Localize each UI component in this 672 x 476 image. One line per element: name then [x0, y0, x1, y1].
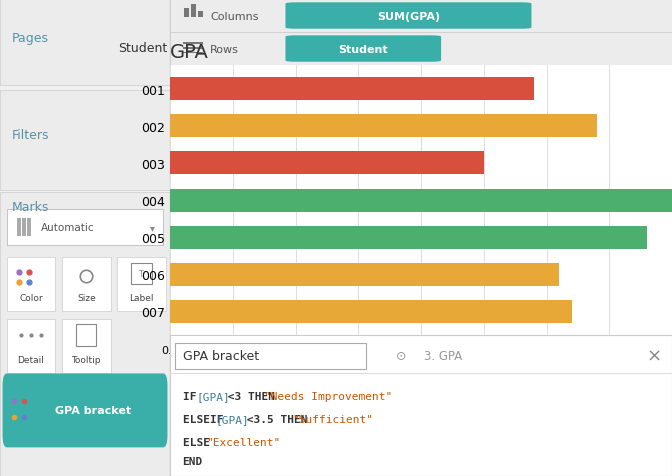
Text: Pages: Pages — [12, 32, 49, 45]
Text: "Sufficient": "Sufficient" — [292, 414, 373, 424]
Bar — [175, 344, 366, 369]
Bar — [7, 319, 55, 374]
Text: T: T — [139, 270, 144, 278]
Text: GPA bracket: GPA bracket — [56, 406, 132, 416]
FancyBboxPatch shape — [286, 3, 532, 30]
Text: [GPA]: [GPA] — [197, 392, 230, 402]
Bar — [170, 33, 672, 66]
Text: Columns: Columns — [210, 11, 259, 21]
Bar — [170, 226, 647, 249]
FancyBboxPatch shape — [3, 374, 167, 447]
Text: ELSE: ELSE — [183, 436, 216, 446]
Text: Size: Size — [77, 293, 95, 302]
Text: Filters: Filters — [12, 129, 50, 142]
Bar — [17, 218, 21, 237]
Text: SUM(GPA): SUM(GPA) — [377, 11, 440, 21]
Text: Rows: Rows — [210, 44, 239, 54]
Text: ⊙: ⊙ — [396, 349, 407, 362]
Bar — [76, 324, 97, 346]
Bar — [0, 90, 170, 190]
Bar — [191, 5, 196, 19]
Text: 3. GPA: 3. GPA — [423, 349, 462, 362]
Bar — [183, 43, 203, 45]
Bar — [183, 52, 203, 54]
Text: Marks: Marks — [12, 200, 49, 213]
Bar — [0, 193, 170, 476]
Bar — [62, 257, 110, 312]
Text: ×: × — [647, 347, 662, 365]
Bar — [170, 300, 572, 323]
Bar — [118, 257, 166, 312]
Bar — [170, 78, 534, 101]
Bar — [170, 189, 672, 212]
FancyBboxPatch shape — [286, 36, 441, 63]
Text: Student: Student — [118, 42, 167, 55]
Text: GPA: GPA — [170, 43, 209, 61]
Text: Automatic: Automatic — [41, 222, 95, 232]
Text: ▾: ▾ — [150, 222, 155, 232]
Text: "Needs Improvement": "Needs Improvement" — [263, 392, 392, 402]
Bar — [184, 9, 189, 19]
Bar — [7, 209, 163, 245]
Text: IF: IF — [183, 392, 203, 402]
Bar — [0, 0, 170, 86]
Text: <3.5 THEN: <3.5 THEN — [240, 414, 314, 424]
Bar — [22, 218, 26, 237]
Bar — [170, 263, 559, 286]
Bar — [198, 12, 203, 19]
Text: <3 THEN: <3 THEN — [220, 392, 282, 402]
Text: "Excellent": "Excellent" — [206, 436, 281, 446]
Bar — [170, 152, 484, 175]
X-axis label: GPA: GPA — [409, 360, 433, 374]
Text: END: END — [183, 456, 203, 466]
Text: [GPA]: [GPA] — [216, 414, 250, 424]
Text: Label: Label — [129, 293, 154, 302]
Text: GPA bracket: GPA bracket — [183, 349, 259, 362]
Text: Tooltip: Tooltip — [71, 355, 101, 364]
Bar — [7, 257, 55, 312]
Bar — [183, 48, 203, 50]
Text: Color: Color — [19, 293, 43, 302]
Text: ELSEIF: ELSEIF — [183, 414, 230, 424]
Bar — [170, 115, 597, 138]
Text: Detail: Detail — [17, 355, 44, 364]
Text: Student: Student — [339, 44, 388, 54]
Bar — [62, 319, 110, 374]
Bar — [27, 218, 31, 237]
Bar — [170, 0, 672, 33]
Bar — [131, 264, 152, 285]
